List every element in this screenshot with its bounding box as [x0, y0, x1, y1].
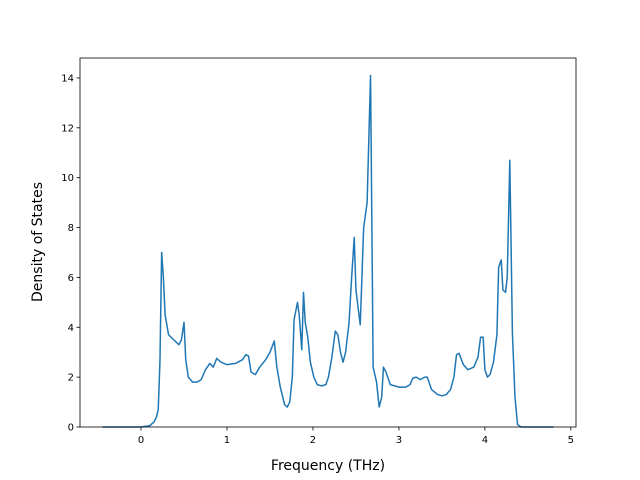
x-axis-label: Frequency (THz) [271, 458, 385, 474]
line [102, 74, 554, 428]
x-tick-label: 4 [482, 435, 488, 446]
y-tick-label: 6 [68, 273, 74, 284]
x-tick-label: 0 [138, 435, 144, 446]
y-tick-label: 14 [61, 73, 74, 84]
x-tick-label: 5 [568, 435, 574, 446]
y-tick-label: 4 [68, 323, 74, 334]
y-tick-label: 12 [61, 123, 74, 134]
y-tick-label: 8 [68, 223, 74, 234]
plot-frame [79, 57, 577, 428]
x-tick-label: 3 [396, 435, 402, 446]
y-tick-label: 2 [68, 373, 74, 384]
x-tick-label: 2 [310, 435, 316, 446]
y-tick-label: 0 [68, 423, 74, 434]
y-tick-label: 10 [61, 173, 74, 184]
y-axis-label: Density of States [30, 182, 46, 302]
x-tick-label: 1 [224, 435, 230, 446]
